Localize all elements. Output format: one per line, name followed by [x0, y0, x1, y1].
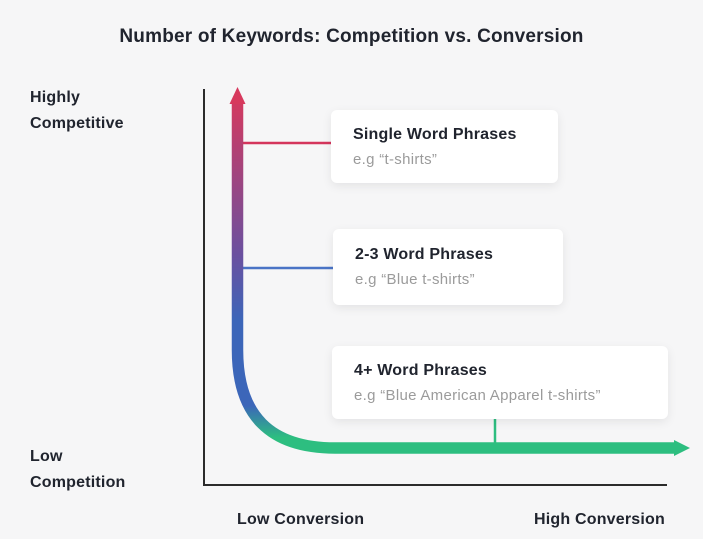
callout-title: Single Word Phrases: [353, 125, 517, 143]
y-axis-label-top-line1: Highly: [30, 89, 81, 106]
x-axis-line: [203, 484, 667, 486]
callout-title: 4+ Word Phrases: [354, 361, 487, 379]
y-axis-label-top: Highly Competitive: [30, 85, 124, 137]
diagram-title: Number of Keywords: Competition vs. Conv…: [119, 26, 584, 47]
curve-path: [231, 101, 676, 454]
x-axis-label-high: High Conversion: [533, 511, 665, 528]
y-axis-label-bottom-line1: Low: [30, 448, 63, 465]
y-axis-label-bottom-line2: Competition: [30, 474, 126, 491]
curve-arrow-up-icon: [229, 87, 246, 104]
callout-example: e.g “Blue t-shirts”: [355, 271, 475, 288]
callout-card-4plus-word: 4+ Word Phrases e.g “Blue American Appar…: [332, 346, 668, 419]
callout-card-2-3-word: 2-3 Word Phrases e.g “Blue t-shirts”: [333, 229, 563, 305]
callout-example: e.g “t-shirts”: [353, 150, 438, 168]
callout-title: 2-3 Word Phrases: [355, 246, 494, 263]
y-axis-line: [203, 89, 205, 486]
callout-card-single-word: Single Word Phrases e.g “t-shirts”: [331, 110, 558, 183]
y-axis-label-top-line2: Competitive: [30, 115, 124, 132]
x-axis-label-low: Low Conversion: [237, 511, 365, 528]
callout-example: e.g “Blue American Apparel t-shirts”: [354, 386, 601, 404]
y-axis-label-bottom: Low Competition: [30, 444, 126, 496]
curve-arrow-right-icon: [674, 440, 690, 456]
